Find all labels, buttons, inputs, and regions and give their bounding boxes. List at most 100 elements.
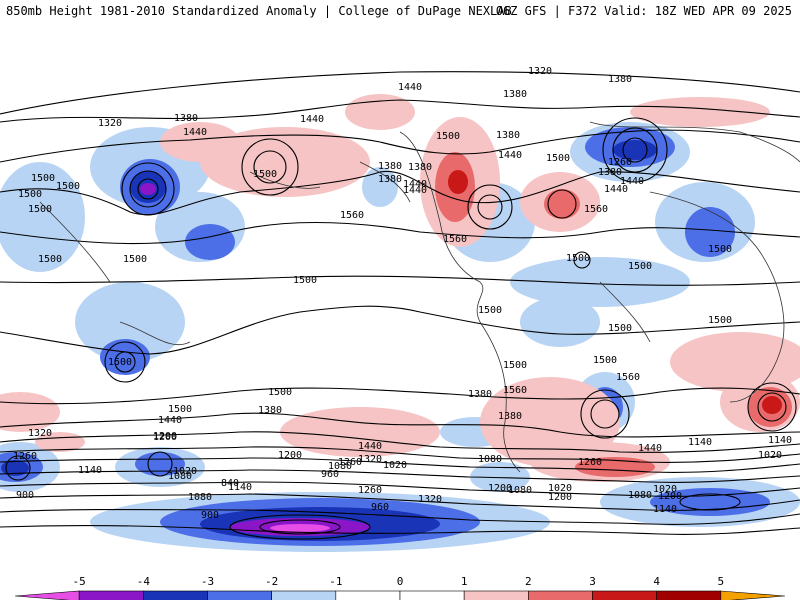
contour-label: 1380 [496,130,520,141]
contour-label: 840 [221,478,239,489]
contour-label: 1140 [228,482,252,493]
contour-label: 1320 [358,454,382,465]
contour-label: 1500 [593,355,617,366]
colorbar-swatch [207,590,272,600]
contour-label: 1380 [598,167,622,178]
model-run-info: 06Z GFS | F372 Valid: 18Z WED APR 09 202… [495,4,792,18]
contour-label: 1440 [498,150,522,161]
contour-label: 1500 [28,204,52,215]
colorbar-tick-label: 2 [525,575,532,588]
contour-label: 1500 [628,261,652,272]
contour-label: 1560 [340,210,364,221]
contour-label: 1500 [608,323,632,334]
map-title: 850mb Height 1981-2010 Standardized Anom… [6,4,512,18]
contour-label: 1260 [338,457,362,468]
contour-label: 1440 [620,176,644,187]
contour-label: 1140 [78,465,102,476]
contour-label: 900 [16,490,34,501]
contour-label: 1080 [478,454,502,465]
contour-label: 1440 [358,441,382,452]
contour-label: 1380 [408,162,432,173]
contour-label: 1020 [653,484,677,495]
colorbar-swatch [399,590,465,600]
colorbar-tick-label: 1 [461,575,468,588]
contour-label: 1320 [418,494,442,505]
contour-label: 1560 [584,204,608,215]
colorbar-swatch [656,590,722,600]
colorbar-swatch [335,590,401,600]
contour-label: 1500 [436,131,460,142]
colorbar-swatch [271,590,337,600]
contour-label: 1140 [653,504,677,515]
contour-label: 1500 [108,357,132,368]
contour-label: 1200 [153,431,177,442]
contour-label: 1320 [28,428,52,439]
colorbar: -5 -4 -3 -2 -1 0 1 2 3 4 5 [14,575,786,600]
contour-label: 1260 [13,451,37,462]
contour-label: 1080 [188,492,212,503]
contour-label: 1440 [158,415,182,426]
contour-label: 1200 [548,492,572,503]
contour-label: 1020 [548,483,572,494]
contour-label: 1380 [174,113,198,124]
contour-label: 1080 [628,490,652,501]
contour-label: 1140 [768,435,792,446]
contour-label: 1440 [604,184,628,195]
contour-label: 1200 [278,450,302,461]
contour-label: 1380 [608,74,632,85]
contour-label: 960 [371,502,389,513]
colorbar-swatch [78,590,144,600]
contour-label: 1380 [258,405,282,416]
contour-label: 1500 [168,404,192,415]
colorbar-swatch [528,590,593,600]
contour-label: 1260 [578,457,602,468]
contour-label: 1200 [658,491,682,502]
contour-label: 1320 [528,66,552,77]
colorbar-swatch [14,590,80,600]
contour-label: 1440 [398,82,422,93]
contour-label: 1500 [18,189,42,200]
height-contours [0,71,800,540]
contour-label: 1440 [183,127,207,138]
colorbar-swatch [463,590,529,600]
contour-label: 1500 [566,253,590,264]
contour-label: 1380 [378,161,402,172]
colorbar-tick-label: -2 [265,575,278,588]
colorbar-swatch [720,590,786,600]
contour-label: 1500 [708,315,732,326]
colorbar-tick-label: -1 [329,575,342,588]
contour-label: 1500 [31,173,55,184]
contour-label: 900 [201,510,219,521]
contour-label: 1560 [443,234,467,245]
contour-label: 1380 [498,411,522,422]
contour-label: 1380 [378,174,402,185]
contour-label: 1020 [173,466,197,477]
contour-label: 1500 [38,254,62,265]
contour-label: 1500 [56,181,80,192]
contour-label: 1560 [616,372,640,383]
colorbar-tick-label: 3 [589,575,596,588]
contour-label: 1380 [468,389,492,400]
contour-label: 1320 [98,118,122,129]
contour-label: 1440 [300,114,324,125]
contour-label: 1080 [508,485,532,496]
contour-label: 1500 [503,360,527,371]
contour-label: 1500 [123,254,147,265]
contour-label: 1200 [153,432,177,443]
contour-label: 1560 [503,385,527,396]
colorbar-tick-label: 5 [718,575,725,588]
contour-label: 1500 [546,153,570,164]
colorbar-swatch [143,590,208,600]
contour-label: 1080 [168,471,192,482]
contour-label: 1260 [358,485,382,496]
contour-label: 1020 [758,450,782,461]
contour-label: 1260 [608,157,632,168]
contour-label: 1200 [488,483,512,494]
colorbar-tick-label: -5 [73,575,86,588]
contour-label: 1080 [328,461,352,472]
colorbar-tick-label: 0 [397,575,404,588]
contour-label: 1440 [638,443,662,454]
colorbar-swatch [592,590,657,600]
